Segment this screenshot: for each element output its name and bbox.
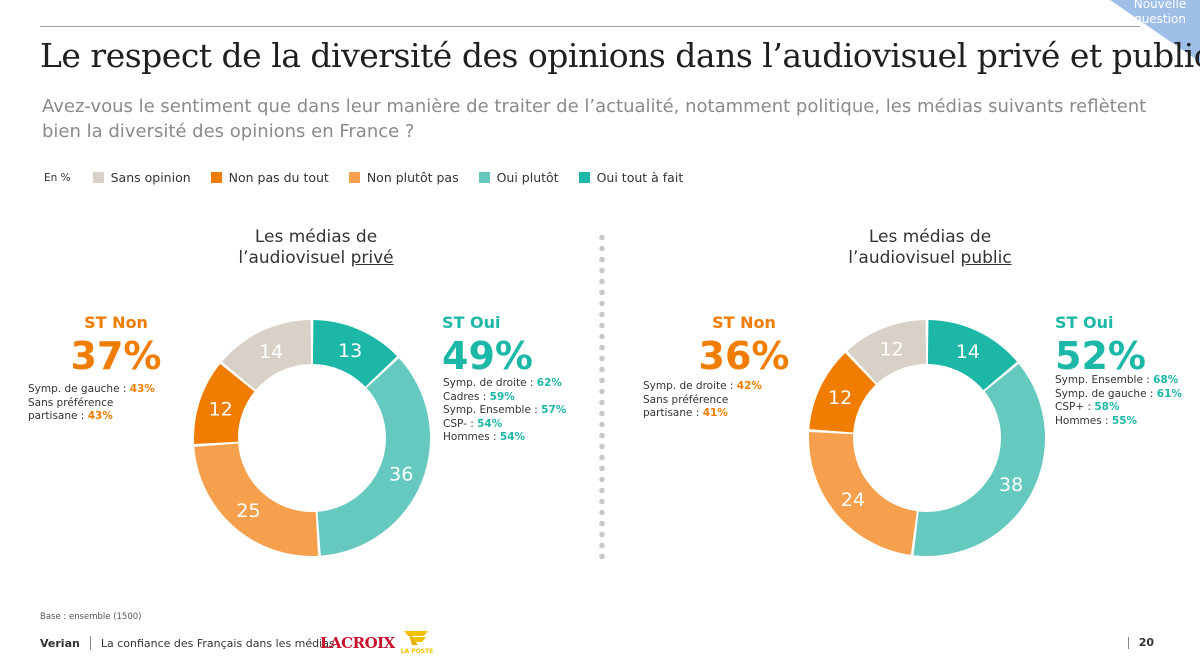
st-non-block-prive: ST Non 37%	[70, 313, 162, 376]
new-question-badge: Nouvelle question	[1133, 0, 1187, 26]
donut-slice-sans-opinion	[847, 320, 927, 384]
base-note: Base : ensemble (1500)	[40, 612, 142, 622]
footer-brand: Verian	[40, 636, 80, 650]
page-separator	[1127, 636, 1129, 649]
legend-swatch	[348, 172, 360, 183]
donut-value-label: 12	[209, 398, 233, 420]
legend: En % Sans opinion Non pas du tout Non pl…	[44, 170, 703, 185]
donut-slice-oui-plut-t	[913, 363, 1045, 556]
legend-unit: En %	[44, 171, 71, 184]
donut-value-label: 14	[259, 341, 283, 363]
top-rule	[40, 26, 1140, 27]
donut-slice-non-plut-t-pas	[194, 443, 318, 556]
donut-chart-public: 14 38 24 12 12	[809, 320, 1045, 556]
donut-value-label: 38	[999, 474, 1023, 496]
new-question-corner	[1110, 0, 1200, 62]
st-oui-block-prive: ST Oui 49%	[442, 313, 533, 376]
footer-text: La confiance des Français dans les média…	[100, 636, 335, 650]
donut-value-label: 36	[389, 463, 413, 485]
st-oui-value: 52%	[1055, 334, 1146, 378]
donut-value-label: 25	[236, 500, 260, 522]
footer-separator	[89, 636, 91, 650]
st-oui-label: ST Oui	[442, 313, 501, 332]
donut-slice-oui-tout-fait	[927, 320, 1018, 391]
legend-swatch	[578, 172, 590, 183]
legend-swatch	[92, 172, 104, 183]
donut-slice-oui-plut-t	[317, 358, 430, 556]
st-non-label: ST Non	[712, 313, 776, 332]
svg-text:LA POSTE: LA POSTE	[401, 648, 434, 655]
question-text: Avez-vous le sentiment que dans leur man…	[42, 96, 1147, 142]
donut-slice-sans-opinion	[221, 320, 312, 391]
donut-value-label: 12	[828, 387, 852, 409]
st-non-value: 37%	[70, 334, 162, 378]
legend-item-non-plutot-pas: Non plutôt pas	[348, 170, 459, 185]
dotted-divider	[599, 232, 605, 562]
donut-slice-non-plut-t-pas	[809, 432, 917, 555]
st-oui-notes-prive: Symp. de droite : 62% Cadres : 59% Symp.…	[443, 377, 567, 443]
st-oui-notes-public: Symp. Ensemble : 68% Symp. de gauche : 6…	[1055, 374, 1182, 427]
legend-swatch	[478, 172, 490, 183]
page-number: 20	[1127, 636, 1154, 649]
la-croix-logo: LACROIX	[320, 634, 395, 652]
legend-item-oui-plutot: Oui plutôt	[478, 170, 559, 185]
la-poste-logo: LA POSTE	[401, 631, 434, 655]
st-oui-block-public: ST Oui 52%	[1055, 313, 1146, 376]
donut-value-label: 13	[338, 340, 362, 362]
chart-title-public: Les médias de l’audiovisuel public	[848, 227, 1012, 268]
donut-slice-non-pas-du-tout	[809, 352, 876, 433]
donut-value-label: 24	[841, 489, 865, 511]
legend-item-sans-opinion: Sans opinion	[92, 170, 191, 185]
footer: Verian La confiance des Français dans le…	[40, 636, 335, 650]
donut-value-label: 14	[956, 341, 980, 363]
donut-chart-prive: 13 36 25 12 14	[194, 320, 430, 556]
donut-slice-non-pas-du-tout	[194, 363, 255, 444]
st-non-value: 36%	[698, 334, 790, 378]
st-oui-label: ST Oui	[1055, 313, 1114, 332]
legend-swatch	[210, 172, 222, 183]
donut-value-label: 12	[880, 339, 904, 361]
slide-title: Le respect de la diversité des opinions …	[40, 36, 1200, 75]
chart-title-prive: Les médias de l’audiovisuel privé	[238, 227, 394, 268]
st-non-notes-prive: Symp. de gauche : 43% Sans préférence pa…	[28, 383, 155, 422]
donut-slice-oui-tout-fait	[312, 320, 398, 387]
legend-item-non-pas-du-tout: Non pas du tout	[210, 170, 329, 185]
st-non-notes-public: Symp. de droite : 42% Sans préférence pa…	[643, 380, 762, 419]
legend-item-oui-tout-a-fait: Oui tout à fait	[578, 170, 683, 185]
st-oui-value: 49%	[442, 334, 533, 378]
st-non-label: ST Non	[84, 313, 148, 332]
st-non-block-public: ST Non 36%	[698, 313, 790, 376]
